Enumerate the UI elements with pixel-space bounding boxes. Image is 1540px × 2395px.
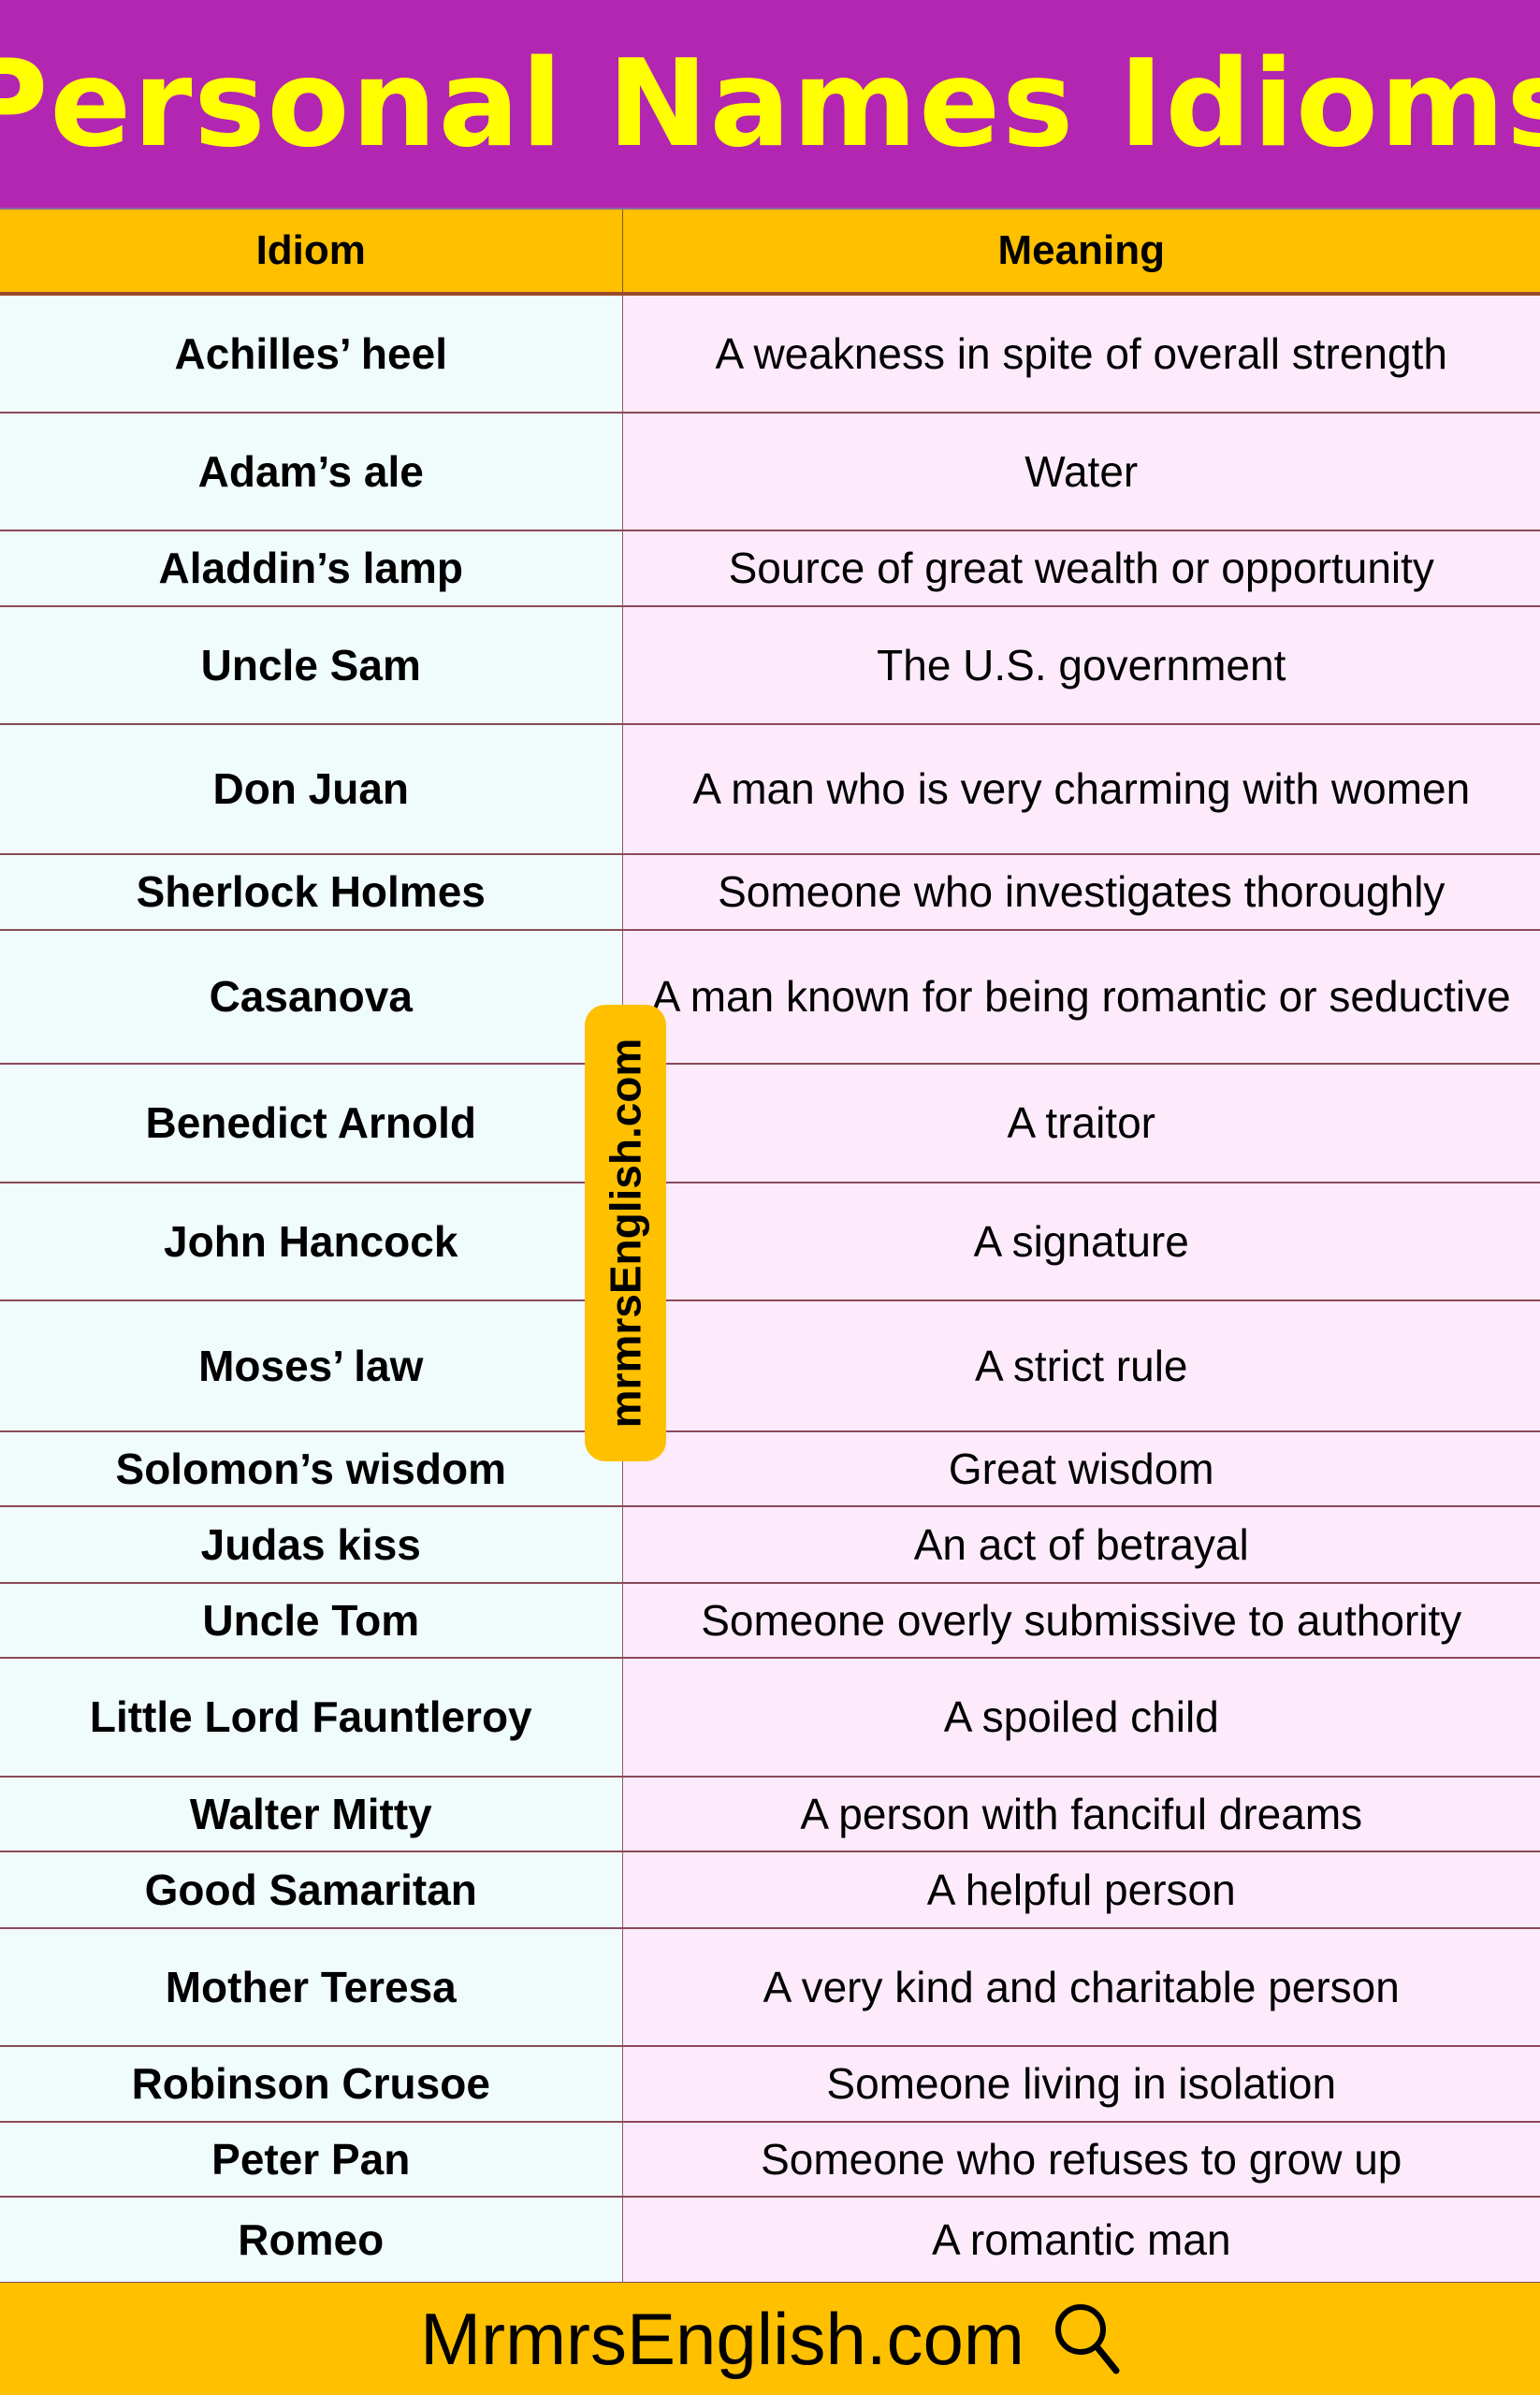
table-row: Casanova A man known for being romantic o… xyxy=(0,930,1540,1065)
meaning-cell: A helpful person xyxy=(622,1851,1540,1929)
idiom-cell: Robinson Crusoe xyxy=(0,2046,623,2123)
table-row: Little Lord Fauntleroy A spoiled child xyxy=(0,1658,1540,1778)
meaning-cell: A man who is very charming with women xyxy=(622,724,1540,855)
meaning-cell: Water xyxy=(622,413,1540,531)
meaning-cell: An act of betrayal xyxy=(622,1506,1540,1584)
idiom-cell: Casanova xyxy=(0,930,623,1065)
table-row: Robinson Crusoe Someone living in isolati… xyxy=(0,2046,1540,2123)
table-row: Moses’ law A strict rule xyxy=(0,1300,1540,1432)
idiom-cell: Romeo xyxy=(0,2197,623,2284)
table-row: Uncle Sam The U.S. government xyxy=(0,606,1540,725)
table-row: Peter Pan Someone who refuses to grow up xyxy=(0,2122,1540,2198)
meaning-cell: A spoiled child xyxy=(622,1658,1540,1778)
footer-text: MrmrsEnglish.com xyxy=(420,2297,1024,2380)
idiom-cell: Peter Pan xyxy=(0,2122,623,2198)
table-row: Benedict Arnold A traitor xyxy=(0,1064,1540,1183)
meaning-cell: Someone who refuses to grow up xyxy=(622,2122,1540,2198)
table-row: Achilles’ heel A weakness in spite of ove… xyxy=(0,294,1540,414)
idiom-cell: Good Samaritan xyxy=(0,1851,623,1929)
meaning-cell: A person with fanciful dreams xyxy=(622,1777,1540,1852)
meaning-cell: A very kind and charitable person xyxy=(622,1928,1540,2047)
idiom-cell: Moses’ law xyxy=(0,1300,623,1432)
idiom-cell: John Hancock xyxy=(0,1183,623,1301)
footer: MrmrsEnglish.com xyxy=(0,2283,1540,2395)
search-icon xyxy=(1054,2304,1120,2374)
page-title: Personal Names Idioms xyxy=(0,34,1540,174)
meaning-cell: Source of great wealth or opportunity xyxy=(622,530,1540,607)
idiom-cell: Don Juan xyxy=(0,724,623,855)
meaning-cell: Great wisdom xyxy=(622,1431,1540,1507)
table-row: Romeo A romantic man xyxy=(0,2197,1540,2284)
idiom-cell: Mother Teresa xyxy=(0,1928,623,2047)
table-row: John Hancock A signature xyxy=(0,1183,1540,1301)
idiom-cell: Sherlock Holmes xyxy=(0,854,623,931)
idioms-table: Idiom Meaning Achilles’ heel A weakness i… xyxy=(0,210,1540,2284)
meaning-cell: A signature xyxy=(622,1183,1540,1301)
meaning-cell: A weakness in spite of overall strength xyxy=(622,294,1540,414)
table-row: Judas kiss An act of betrayal xyxy=(0,1506,1540,1584)
table-row: Don Juan A man who is very charming with … xyxy=(0,724,1540,855)
meaning-cell: A strict rule xyxy=(622,1300,1540,1432)
column-header-idiom: Idiom xyxy=(0,210,623,296)
idiom-cell: Benedict Arnold xyxy=(0,1064,623,1183)
idiom-cell: Walter Mitty xyxy=(0,1777,623,1852)
idiom-cell: Judas kiss xyxy=(0,1506,623,1584)
idiom-cell: Uncle Tom xyxy=(0,1583,623,1659)
meaning-cell: Someone overly submissive to authority xyxy=(622,1583,1540,1659)
idiom-cell: Adam’s ale xyxy=(0,413,623,531)
watermark-text: mrmrsEnglish.com xyxy=(601,1038,650,1429)
meaning-cell: Someone who investigates thoroughly xyxy=(622,854,1540,931)
meaning-cell: A traitor xyxy=(622,1064,1540,1183)
table-row: Walter Mitty A person with fanciful dream… xyxy=(0,1777,1540,1852)
meaning-cell: The U.S. government xyxy=(622,606,1540,725)
idiom-cell: Little Lord Fauntleroy xyxy=(0,1658,623,1778)
table-row: Mother Teresa A very kind and charitable … xyxy=(0,1928,1540,2047)
idiom-cell: Uncle Sam xyxy=(0,606,623,725)
table-row: Aladdin’s lamp Source of great wealth or … xyxy=(0,530,1540,607)
watermark-badge: mrmrsEnglish.com xyxy=(585,1005,666,1461)
table-row: Sherlock Holmes Someone who investigates … xyxy=(0,854,1540,931)
table-row: Solomon’s wisdom Great wisdom xyxy=(0,1431,1540,1507)
table-row: Adam’s ale Water xyxy=(0,413,1540,531)
meaning-cell: A romantic man xyxy=(622,2197,1540,2284)
title-banner: Personal Names Idioms xyxy=(0,0,1540,210)
idiom-cell: Aladdin’s lamp xyxy=(0,530,623,607)
meaning-cell: Someone living in isolation xyxy=(622,2046,1540,2123)
idiom-cell: Achilles’ heel xyxy=(0,294,623,414)
meaning-cell: A man known for being romantic or seduct… xyxy=(622,930,1540,1065)
table-row: Good Samaritan A helpful person xyxy=(0,1851,1540,1929)
idiom-cell: Solomon’s wisdom xyxy=(0,1431,623,1507)
column-header-meaning: Meaning xyxy=(622,210,1540,296)
table-row: Uncle Tom Someone overly submissive to au… xyxy=(0,1583,1540,1659)
